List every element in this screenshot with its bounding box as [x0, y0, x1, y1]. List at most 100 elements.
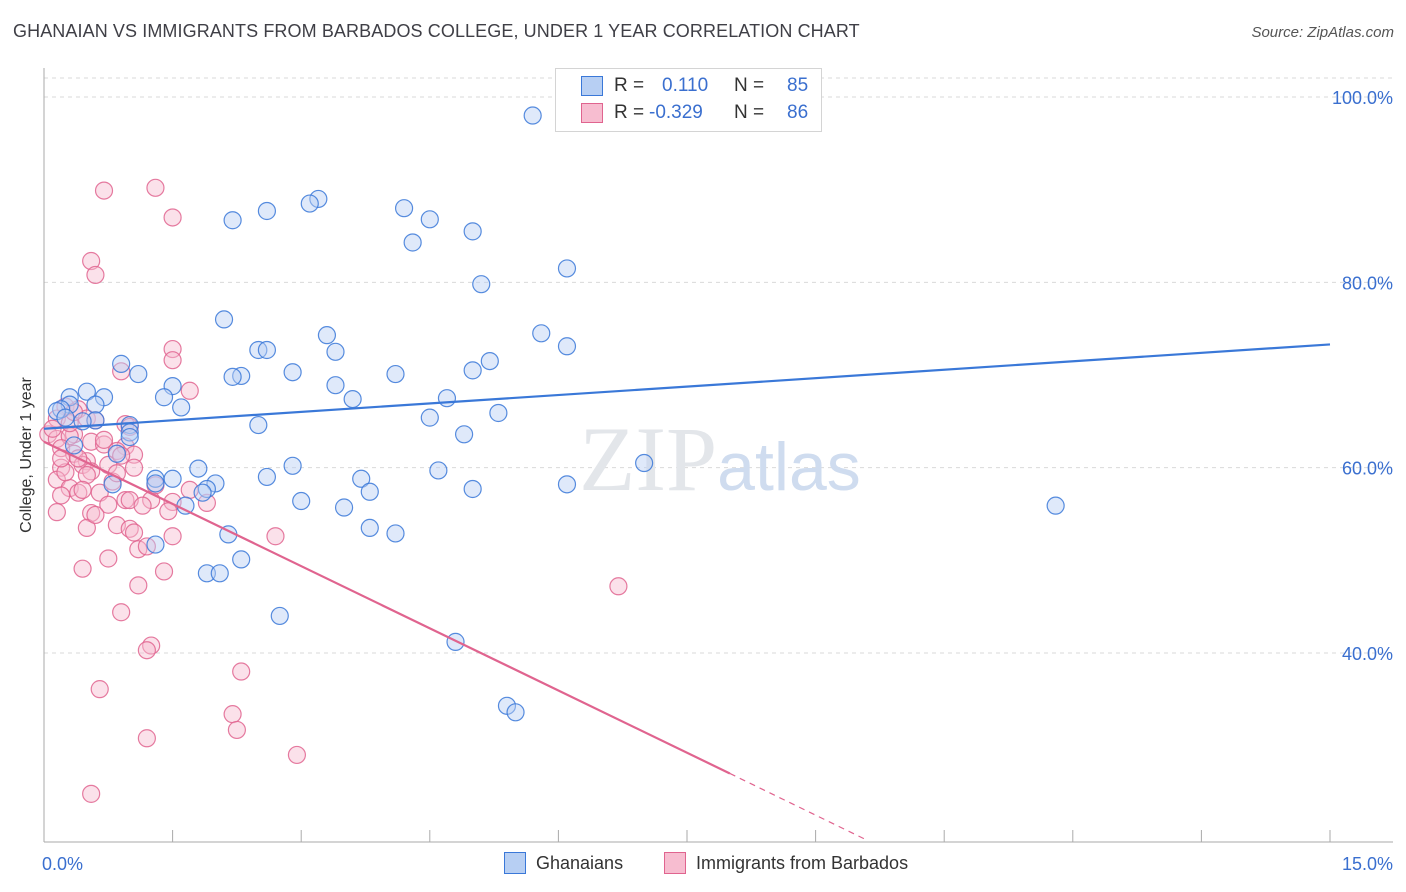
series-legend: Ghanaians Immigrants from Barbados — [0, 852, 1406, 878]
legend-item-barbados[interactable]: Immigrants from Barbados — [664, 852, 908, 874]
barbados-point — [163, 527, 182, 546]
ghanaian-point — [557, 475, 577, 494]
ghanaian-point — [210, 564, 229, 583]
ghanaian-point — [532, 324, 551, 343]
ghanaian-point — [223, 367, 242, 386]
ghanaian-point — [283, 456, 302, 475]
watermark-atlas: atlas — [717, 429, 861, 505]
ghanaian-point — [120, 427, 139, 447]
ghanaian-point — [154, 388, 174, 407]
ghanaians-trend-line — [43, 343, 1331, 430]
ghanaian-point — [420, 210, 439, 229]
source-label: Source: ZipAtlas.com — [1251, 24, 1394, 41]
barbados-point — [77, 518, 96, 538]
ghanaian-point — [257, 467, 277, 487]
series-ghanaians — [47, 106, 1065, 722]
ghanaian-point — [56, 408, 75, 427]
watermark-zip: ZIP — [579, 408, 717, 510]
ghanaian-point — [463, 222, 482, 241]
barbados-point — [180, 381, 199, 400]
ghanaian-point — [146, 535, 165, 554]
legend-item-ghanaians[interactable]: Ghanaians — [504, 852, 623, 874]
ghanaian-point — [163, 469, 182, 488]
ghanaian-point — [86, 395, 105, 414]
legend-swatch-blue — [504, 852, 526, 874]
ghanaian-point — [223, 211, 242, 230]
ghanaian-point — [635, 453, 654, 473]
ghanaian-point — [257, 340, 277, 360]
barbados-point — [99, 495, 118, 514]
barbados-point — [112, 603, 131, 622]
ghanaian-point — [146, 474, 165, 493]
ghanaian-point — [386, 364, 405, 384]
y-tick-label: 80.0% — [1342, 273, 1393, 293]
ghanaian-point — [394, 199, 414, 218]
legend-n-value: 86 — [787, 102, 809, 123]
ghanaian-point — [360, 518, 379, 538]
barbados-point — [52, 486, 71, 505]
ghanaian-point — [249, 415, 268, 435]
barbados-point — [287, 745, 307, 765]
ghanaian-point — [480, 352, 499, 371]
ghanaian-point — [437, 389, 457, 408]
barbados-point — [227, 720, 246, 740]
ghanaian-point — [557, 337, 577, 356]
barbados-point — [94, 181, 114, 200]
barbados-point — [163, 351, 182, 370]
ghanaian-point — [77, 382, 96, 401]
barbados-point — [137, 641, 156, 660]
ghanaian-point — [270, 606, 289, 626]
y-tick-label: 40.0% — [1342, 644, 1393, 664]
barbados-point — [137, 729, 156, 748]
ghanaian-point — [489, 403, 508, 423]
trend-lines — [43, 343, 1331, 841]
barbados-point — [47, 503, 66, 522]
ghanaian-point — [107, 444, 126, 463]
legend-n-value: 85 — [787, 75, 809, 96]
series-barbados — [39, 178, 628, 803]
barbados-point — [99, 549, 118, 568]
legend-swatch-pink — [664, 852, 686, 874]
chart-title: GHANAIAN VS IMMIGRANTS FROM BARBADOS COL… — [13, 21, 860, 41]
watermark: ZIPatlas — [579, 408, 861, 510]
barbados-point — [266, 527, 285, 546]
barbados-point — [124, 458, 144, 477]
ghanaian-point — [326, 342, 345, 361]
x-tick-label: 0.0% — [42, 854, 83, 874]
ghanaian-point — [326, 376, 345, 395]
legend-n-label: N = — [734, 75, 765, 96]
barbados-point — [197, 493, 216, 512]
legend-r-label: R = — [614, 102, 645, 123]
legend-n-label: N = — [734, 102, 765, 123]
barbados-point — [609, 577, 628, 596]
ghanaian-point — [300, 194, 319, 213]
ghanaian-point — [197, 564, 216, 583]
ghanaian-point — [506, 703, 525, 722]
ghanaian-point — [309, 189, 328, 209]
ghanaian-point — [257, 201, 277, 221]
ghanaian-point — [214, 310, 234, 329]
legend-swatch-pink — [581, 103, 603, 123]
correlation-legend: R = 0.110 N = 85 R = -0.329 N = 86 — [555, 68, 822, 132]
barbados-point — [73, 480, 92, 500]
ghanaian-point — [172, 398, 191, 417]
barbados-point — [73, 559, 92, 578]
legend-r-label: R = — [614, 75, 645, 96]
barbados-point — [82, 784, 101, 803]
barbados-point — [86, 265, 105, 285]
barbados-point — [163, 208, 182, 227]
ghanaian-point — [429, 461, 448, 480]
barbados-point — [77, 465, 96, 485]
legend-swatch-blue — [581, 76, 603, 96]
axes — [43, 68, 1393, 843]
barbados-point — [129, 576, 148, 595]
ghanaian-point — [176, 496, 195, 515]
ghanaian-point — [557, 259, 577, 278]
ghanaian-point — [463, 479, 482, 499]
ghanaian-point — [193, 483, 212, 502]
barbados-point — [133, 496, 152, 515]
legend-label-ghanaians: Ghanaians — [536, 852, 624, 873]
barbados-point — [90, 680, 109, 699]
ghanaian-point — [129, 364, 148, 384]
